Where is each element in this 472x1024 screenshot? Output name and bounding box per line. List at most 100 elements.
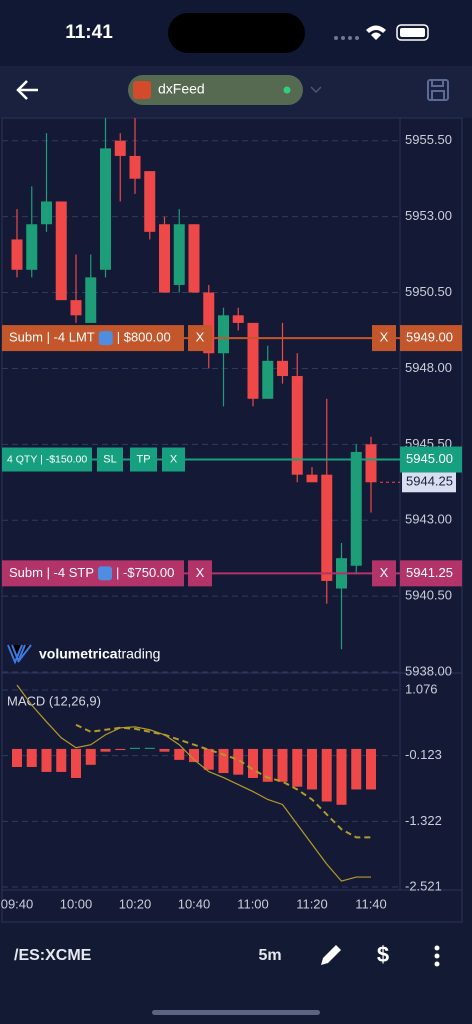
order-label-box xyxy=(2,560,184,587)
candle-body xyxy=(100,148,111,270)
notch xyxy=(168,13,305,53)
cancel-button-box xyxy=(372,325,396,352)
feed-status xyxy=(283,86,291,94)
indicator-title: MACD (12,26,9) xyxy=(7,693,101,708)
histogram-bar xyxy=(56,748,67,772)
histogram-bar xyxy=(12,748,22,768)
back-button[interactable] xyxy=(16,80,38,100)
order-amount: | -$750.00 xyxy=(116,565,174,580)
order-label: Subm | -4 STP xyxy=(9,565,94,580)
x-tick-label: 11:00 xyxy=(237,896,269,911)
macd-line xyxy=(16,684,371,882)
x-tick-label: 10:40 xyxy=(178,896,211,911)
candle-body xyxy=(129,155,141,179)
signal-line xyxy=(75,723,371,839)
y-tick-label: 5938.00 xyxy=(405,663,452,678)
candle-body xyxy=(41,201,52,225)
cancel-button-box xyxy=(188,560,212,587)
dropdown-chevron[interactable] xyxy=(310,86,322,94)
position-button[interactable]: X xyxy=(170,453,178,465)
candle-body xyxy=(321,474,333,581)
candle-body xyxy=(85,277,97,323)
wifi-icon xyxy=(366,25,386,40)
timeframe[interactable]: 5m xyxy=(258,947,281,964)
histogram-bar xyxy=(85,748,96,765)
position-button-box xyxy=(97,447,123,472)
watermark-logo xyxy=(7,644,32,665)
cancel-button-box xyxy=(372,560,396,587)
order-price-label: 5949.00 xyxy=(406,330,453,345)
candle-body xyxy=(232,315,244,323)
order-price-tag xyxy=(400,325,462,352)
last-price-tag xyxy=(402,472,456,493)
symbol[interactable]: /ES:XCME xyxy=(14,947,92,964)
candle-body xyxy=(188,224,200,293)
y-tick-label: 5943.00 xyxy=(405,512,452,527)
order-button[interactable]: $ xyxy=(377,942,389,967)
histogram-bar xyxy=(130,747,140,749)
y-tick-label: 5950.50 xyxy=(405,284,452,299)
histogram-bar xyxy=(248,748,258,778)
histogram-bar xyxy=(277,748,288,782)
cancel-button[interactable]: X xyxy=(196,565,205,580)
order-label: Subm | -4 LMT xyxy=(9,330,95,345)
cancel-button-box xyxy=(188,325,212,352)
candle-body xyxy=(203,292,215,354)
x-tick-label: 10:00 xyxy=(60,896,93,911)
histogram-bar xyxy=(115,748,126,751)
candle-body xyxy=(159,224,170,293)
cancel-button[interactable]: X xyxy=(380,330,389,345)
order-icon xyxy=(98,331,113,346)
y-tick-label: 5953.00 xyxy=(405,208,452,223)
position-button[interactable]: TP xyxy=(136,453,150,465)
cancel-button[interactable]: X xyxy=(196,330,205,345)
histogram-bar xyxy=(351,748,362,790)
y-tick-label: -0.123 xyxy=(405,747,442,762)
order-amount: | $800.00 xyxy=(117,330,171,345)
position-label: 4 QTY | -$150.00 xyxy=(7,453,87,465)
histogram-bar xyxy=(174,748,185,760)
battery-icon xyxy=(396,24,429,41)
save-button[interactable] xyxy=(427,79,449,101)
menu-button[interactable] xyxy=(434,945,440,967)
y-tick-label: 5948.00 xyxy=(405,360,452,375)
home-indicator xyxy=(152,1010,320,1015)
histogram-bar xyxy=(144,747,155,749)
x-tick-label: 11:20 xyxy=(296,896,328,911)
candle-body xyxy=(26,224,38,270)
candle-body xyxy=(11,239,23,270)
histogram-bar xyxy=(366,748,376,790)
battery-level xyxy=(400,28,425,37)
histogram-bar xyxy=(336,748,347,805)
histogram-bar xyxy=(71,748,81,778)
y-tick-label: 5940.50 xyxy=(405,588,452,603)
position-price-tag xyxy=(400,446,462,473)
histogram-bar xyxy=(262,748,273,782)
signal-icon xyxy=(334,36,359,40)
feed-name: dxFeed xyxy=(158,81,205,97)
position-label-box xyxy=(2,447,92,472)
histogram-bar xyxy=(321,748,332,802)
position-price-label: 5945.00 xyxy=(406,451,453,466)
histogram-bar xyxy=(189,748,199,763)
y-tick-label: 1.076 xyxy=(405,681,438,696)
histogram-bar xyxy=(100,748,111,752)
candle-body xyxy=(365,444,377,483)
y-tick-label: -1.322 xyxy=(405,813,442,828)
candle-body xyxy=(277,360,288,377)
draw-button[interactable] xyxy=(321,945,341,965)
histogram-bar xyxy=(41,748,52,772)
cancel-button[interactable]: X xyxy=(380,565,389,580)
candle-body xyxy=(70,300,82,316)
y-tick-label: -2.521 xyxy=(405,878,442,893)
x-tick-label: 09:40 xyxy=(1,896,34,911)
last-price-label: 5944.25 xyxy=(406,474,453,489)
histogram-bar xyxy=(307,748,317,790)
histogram-bar xyxy=(218,748,229,774)
x-tick-label: 10:20 xyxy=(119,896,152,911)
feed-selector[interactable] xyxy=(128,75,303,105)
histogram-bar xyxy=(292,748,303,787)
candle-body xyxy=(291,376,303,475)
candle-body xyxy=(55,201,67,301)
position-button[interactable]: SL xyxy=(103,453,116,465)
